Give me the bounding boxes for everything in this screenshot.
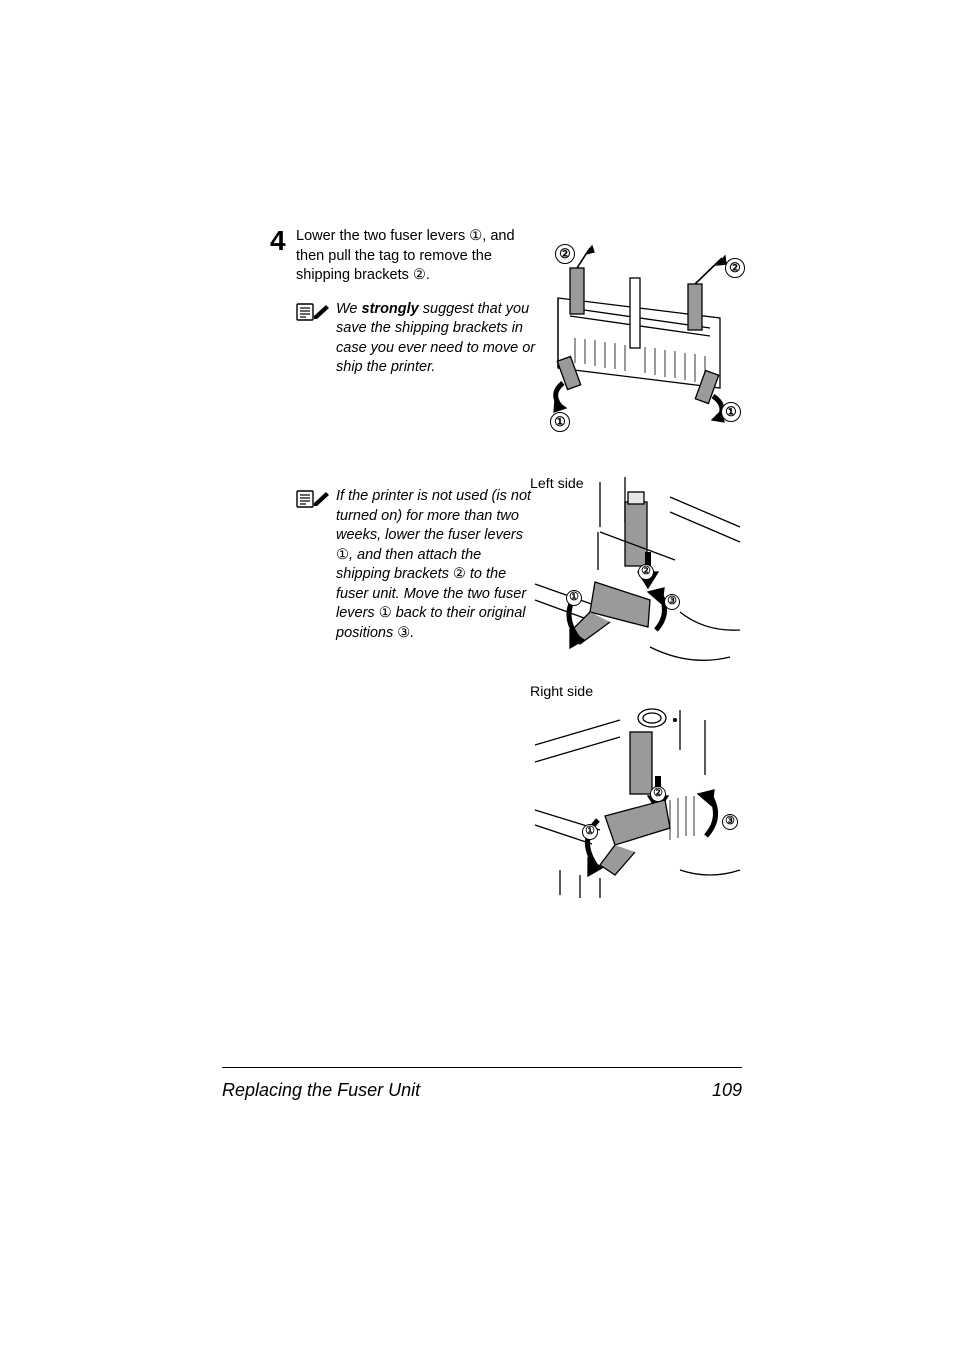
note2-m3: ① [379,605,392,621]
note1-prefix: We [336,301,362,317]
note2-p1: If the printer is not used (is not turne… [336,488,531,543]
note2-m4: ③ [397,625,410,641]
footer-rule [222,1067,742,1068]
diagram1-label-bl: ① [550,412,570,432]
diagram-1: ② ② ① ① [530,238,745,438]
circled-1-inline: ① [469,228,482,244]
diagram-3-svg [530,680,745,900]
note2-m1: ① [336,547,349,563]
note-icon-2 [296,487,336,514]
note-2-text: If the printer is not used (is not turne… [336,487,536,644]
note2-m2: ② [453,566,466,582]
pencil-note-icon-2 [296,489,330,514]
note-2-block: If the printer is not used (is not turne… [296,473,536,644]
note1-strong: strongly [362,301,419,317]
diagram1-label-tl: ② [555,244,575,264]
diagram1-label-tr: ② [725,258,745,278]
diagram-3: Right side [530,680,745,900]
page: 4 Lower the two fuser levers ①, and then… [0,0,954,1351]
step-text-part1: Lower the two fuser levers [296,228,469,244]
footer: Replacing the Fuser Unit 109 [222,1080,742,1101]
diagram3-label-3: ③ [722,814,738,830]
diagram3-label-1: ① [582,824,598,840]
step-text: Lower the two fuser levers ①, and then p… [296,227,516,286]
note-1-text: We strongly suggest that you save the sh… [336,300,536,378]
step-number: 4 [270,227,296,255]
pencil-note-icon [296,302,330,327]
diagram2-label-1: ① [566,590,582,606]
note-2: If the printer is not used (is not turne… [296,487,536,644]
diagram-2: Left side [530,472,745,672]
diagram2-label-2: ② [638,564,654,580]
diagram-1-svg [530,238,745,438]
note2-p5: . [410,625,414,641]
footer-page-number: 109 [712,1080,742,1101]
step-text-part3: . [426,267,430,283]
diagram1-label-br: ① [721,402,741,422]
diagram2-label-3: ③ [664,594,680,610]
diagram3-label-2: ② [650,786,666,802]
circled-2-inline: ② [413,267,426,283]
footer-title: Replacing the Fuser Unit [222,1080,420,1101]
note-icon [296,300,336,327]
